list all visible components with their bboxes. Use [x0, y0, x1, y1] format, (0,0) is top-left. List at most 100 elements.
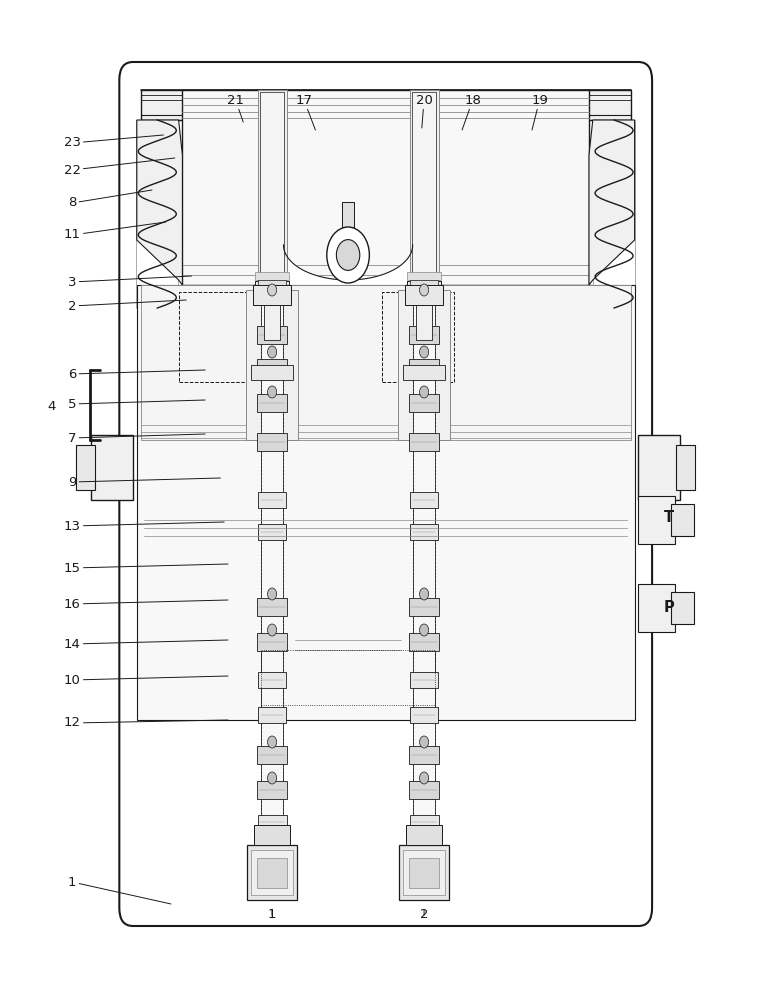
Bar	[403, 365, 445, 380]
Bar	[416, 290, 432, 340]
Bar	[258, 707, 286, 723]
Circle shape	[268, 284, 277, 296]
Circle shape	[268, 624, 277, 636]
Bar	[638, 435, 680, 500]
Bar	[141, 285, 631, 440]
Polygon shape	[589, 120, 635, 285]
Text: 11: 11	[64, 222, 166, 241]
Circle shape	[420, 772, 429, 784]
Bar	[400, 845, 448, 900]
Bar	[405, 285, 443, 305]
Bar	[638, 496, 675, 544]
Bar	[261, 650, 435, 705]
Bar	[258, 524, 286, 540]
Bar	[254, 825, 290, 845]
Text: 19: 19	[531, 94, 548, 130]
Circle shape	[327, 227, 369, 283]
Text: 1: 1	[68, 876, 171, 904]
Circle shape	[268, 386, 277, 398]
Bar	[406, 825, 442, 845]
Text: 15: 15	[64, 562, 228, 574]
Bar	[137, 285, 635, 720]
Circle shape	[268, 588, 277, 600]
Text: 16: 16	[64, 597, 228, 610]
Bar	[410, 280, 438, 295]
Bar	[257, 359, 287, 377]
Text: 9: 9	[68, 476, 220, 488]
Bar	[409, 359, 439, 377]
Bar	[410, 524, 438, 540]
Bar	[257, 326, 287, 344]
Polygon shape	[137, 120, 182, 285]
Bar	[257, 394, 287, 412]
Text: 23: 23	[64, 135, 163, 149]
Bar	[258, 492, 286, 508]
Bar	[258, 90, 287, 285]
Text: 10: 10	[64, 674, 228, 686]
Text: 21: 21	[227, 94, 244, 122]
Text: 13: 13	[64, 520, 224, 532]
Text: T: T	[663, 510, 674, 524]
Circle shape	[420, 624, 429, 636]
Text: 6: 6	[68, 367, 205, 380]
Bar	[413, 290, 435, 852]
Text: 7: 7	[68, 432, 205, 444]
Bar	[257, 633, 287, 651]
Text: 12: 12	[64, 716, 228, 730]
Circle shape	[337, 240, 359, 270]
Bar	[141, 90, 631, 120]
Bar	[342, 202, 354, 227]
Bar	[410, 835, 439, 849]
Text: 3: 3	[68, 275, 192, 288]
Text: P: P	[663, 599, 674, 614]
Bar	[671, 592, 694, 624]
Text: 18: 18	[462, 94, 481, 130]
Bar	[261, 290, 283, 852]
Bar	[257, 598, 287, 616]
Bar	[246, 290, 298, 440]
Bar	[409, 781, 439, 799]
Bar	[409, 598, 439, 616]
Bar	[638, 584, 675, 632]
Bar	[257, 746, 287, 764]
Bar	[258, 815, 287, 829]
Bar	[409, 433, 439, 451]
Bar	[409, 746, 439, 764]
Bar	[264, 290, 280, 340]
Bar	[76, 445, 95, 490]
Bar	[382, 292, 454, 382]
Bar	[255, 272, 289, 280]
Text: 2: 2	[420, 908, 429, 922]
Text: 17: 17	[296, 94, 315, 130]
Bar	[409, 858, 439, 888]
Bar	[182, 90, 589, 285]
Text: 5: 5	[68, 397, 205, 410]
Text: 1: 1	[268, 908, 277, 922]
Text: 20: 20	[416, 94, 432, 128]
Circle shape	[268, 346, 277, 358]
Bar	[410, 90, 439, 285]
Bar	[676, 445, 695, 490]
Bar	[258, 835, 287, 849]
Bar	[251, 365, 293, 380]
Bar	[258, 672, 286, 688]
Bar	[398, 290, 450, 440]
Bar	[410, 815, 439, 829]
Bar	[404, 850, 445, 895]
Text: 4: 4	[47, 399, 56, 412]
Bar	[671, 504, 694, 536]
Bar	[409, 633, 439, 651]
Bar	[409, 326, 439, 344]
Circle shape	[420, 386, 429, 398]
Circle shape	[420, 346, 429, 358]
Circle shape	[420, 736, 429, 748]
Bar	[260, 92, 284, 283]
Polygon shape	[283, 245, 413, 305]
Bar	[407, 272, 441, 280]
Bar	[91, 435, 133, 500]
Circle shape	[268, 772, 277, 784]
Circle shape	[420, 588, 429, 600]
Bar	[410, 707, 438, 723]
Bar	[412, 92, 436, 283]
Circle shape	[420, 284, 429, 296]
